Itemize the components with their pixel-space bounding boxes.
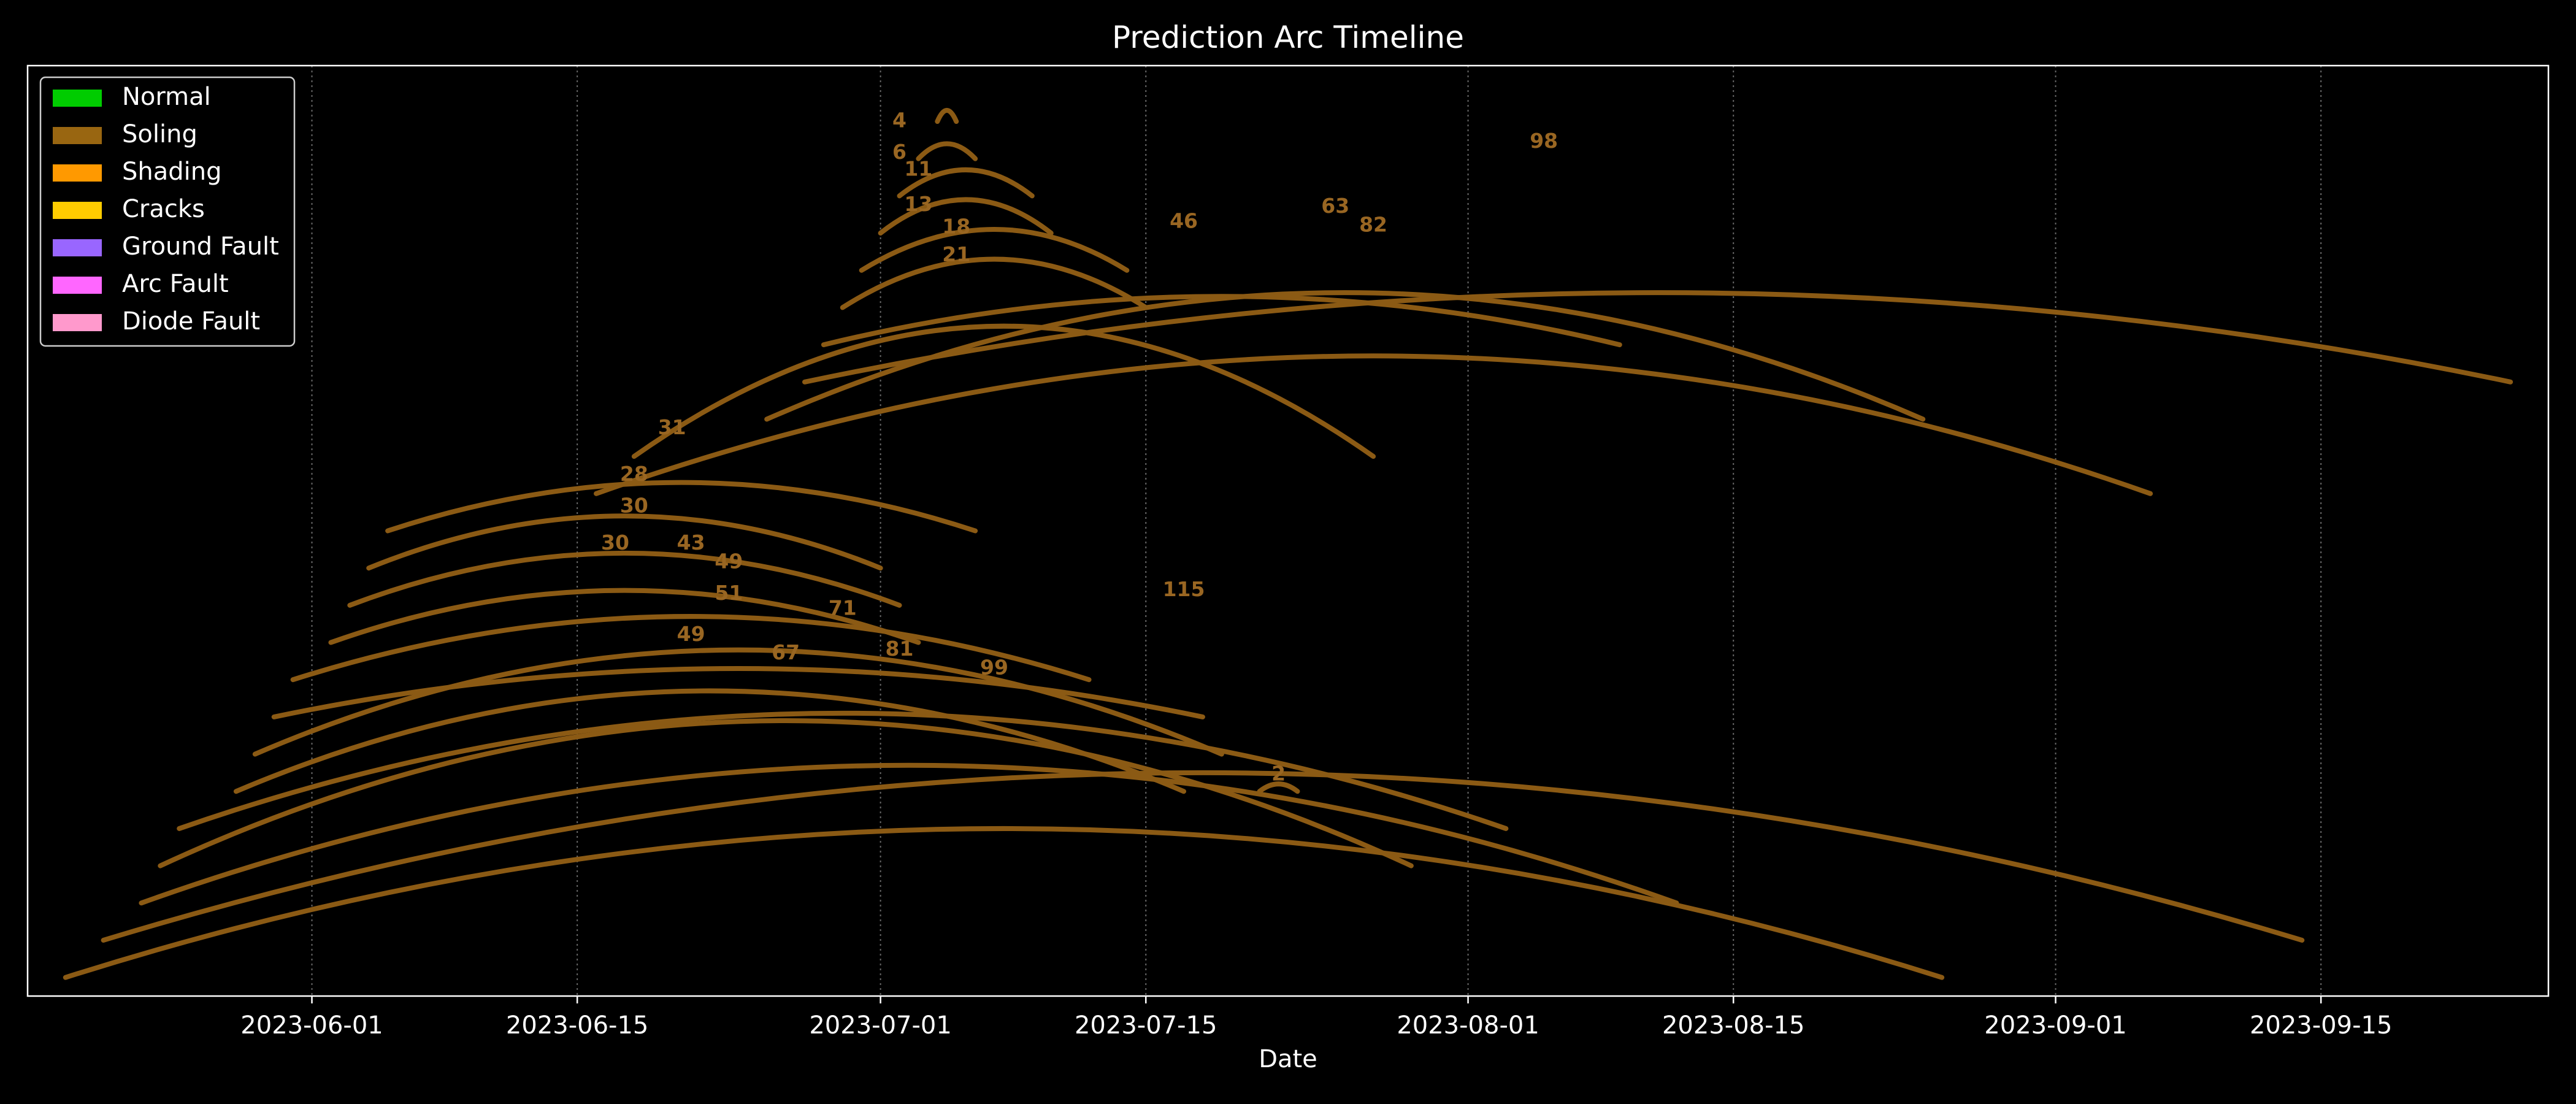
prediction-arcs	[63, 107, 2513, 980]
legend-swatch	[53, 202, 102, 219]
arc-label: 43	[677, 531, 705, 554]
legend-entries: Normal Soling Shading Cracks Ground Fault Arc…	[53, 83, 279, 335]
x-axis-ticks: 2023-06-01 2023-06-15 2023-07-01 2023-07-15…	[240, 996, 2392, 1040]
legend-swatch	[53, 239, 102, 256]
prediction-arc	[101, 770, 2305, 943]
arc-label: 82	[1359, 212, 1387, 236]
prediction-arc	[328, 588, 921, 645]
prediction-arc	[366, 513, 883, 571]
arc-label: 71	[829, 596, 857, 619]
arc-label: 11	[904, 156, 932, 180]
prediction-arc	[594, 353, 2153, 496]
arc-label: 98	[1530, 129, 1558, 153]
grid-lines	[311, 66, 2322, 996]
arc-label: 28	[620, 462, 648, 486]
legend-swatch	[53, 314, 102, 331]
prediction-arc	[878, 197, 1054, 236]
arc-label: 18	[942, 214, 970, 238]
prediction-arc	[859, 226, 1130, 273]
prediction-arc	[631, 323, 1376, 459]
prediction-arc	[63, 826, 1945, 980]
arc-label: 67	[772, 640, 800, 664]
prediction-arc	[802, 290, 2513, 385]
prediction-arc	[252, 647, 1224, 757]
prediction-arc	[290, 614, 1092, 683]
arc-label: 46	[1170, 209, 1198, 232]
x-tick-label: 2023-08-01	[1397, 1011, 1539, 1040]
prediction-arc	[1257, 781, 1300, 794]
arc-label: 30	[601, 531, 629, 554]
x-axis-label: Date	[1259, 1045, 1317, 1073]
prediction-arc	[385, 480, 978, 534]
arc-label: 6	[892, 140, 907, 164]
x-tick-label: 2023-09-15	[2250, 1011, 2392, 1040]
legend-box	[39, 76, 296, 347]
prediction-arc	[158, 718, 1414, 868]
legend-swatch	[53, 90, 102, 107]
prediction-arc	[840, 256, 1149, 310]
legend-label: Shading	[122, 158, 222, 186]
arc-label: 51	[715, 581, 743, 605]
prediction-arc	[233, 688, 1187, 794]
arc-label: 63	[1321, 194, 1349, 218]
legend-swatch	[53, 127, 102, 144]
prediction-arc	[821, 294, 1622, 348]
prediction-arc	[935, 107, 959, 125]
x-tick-label: 2023-07-15	[1075, 1011, 1217, 1040]
chart-title: Prediction Arc Timeline	[1112, 20, 1464, 55]
arc-label: 21	[942, 242, 970, 266]
x-tick-label: 2023-07-01	[809, 1011, 951, 1040]
arc-label: 81	[886, 637, 914, 661]
prediction-arc	[177, 710, 1509, 831]
arc-label: 31	[658, 415, 686, 439]
prediction-arc	[347, 550, 902, 608]
legend-label: Arc Fault	[122, 270, 229, 298]
x-tick-label: 2023-06-01	[240, 1011, 383, 1040]
prediction-arc	[916, 141, 978, 161]
arc-label: 4	[892, 109, 907, 132]
legend-label: Normal	[122, 83, 211, 111]
arc-label: 49	[715, 550, 743, 573]
arc-label: 13	[904, 192, 932, 216]
plot-frame	[26, 64, 2550, 997]
arc-label: 99	[980, 656, 1008, 680]
prediction-arc	[897, 167, 1035, 199]
arc-label: 49	[677, 622, 705, 646]
legend-swatch	[53, 164, 102, 182]
arc-label: 2	[1271, 761, 1286, 785]
legend-label: Diode Fault	[122, 307, 260, 335]
arc-label: 115	[1163, 577, 1205, 601]
prediction-arc	[271, 666, 1205, 719]
legend-label: Soling	[122, 120, 197, 148]
legend: Normal Soling Shading Cracks Ground Fault Arc…	[39, 76, 296, 347]
x-tick-label: 2023-08-15	[1662, 1011, 1804, 1040]
arc-label: 30	[620, 494, 648, 518]
legend-label: Cracks	[122, 195, 205, 223]
legend-swatch	[53, 277, 102, 294]
legend-label: Ground Fault	[122, 232, 279, 261]
prediction-arc	[139, 762, 1679, 906]
x-tick-label: 2023-06-15	[506, 1011, 648, 1040]
x-tick-label: 2023-09-01	[1984, 1011, 2126, 1040]
